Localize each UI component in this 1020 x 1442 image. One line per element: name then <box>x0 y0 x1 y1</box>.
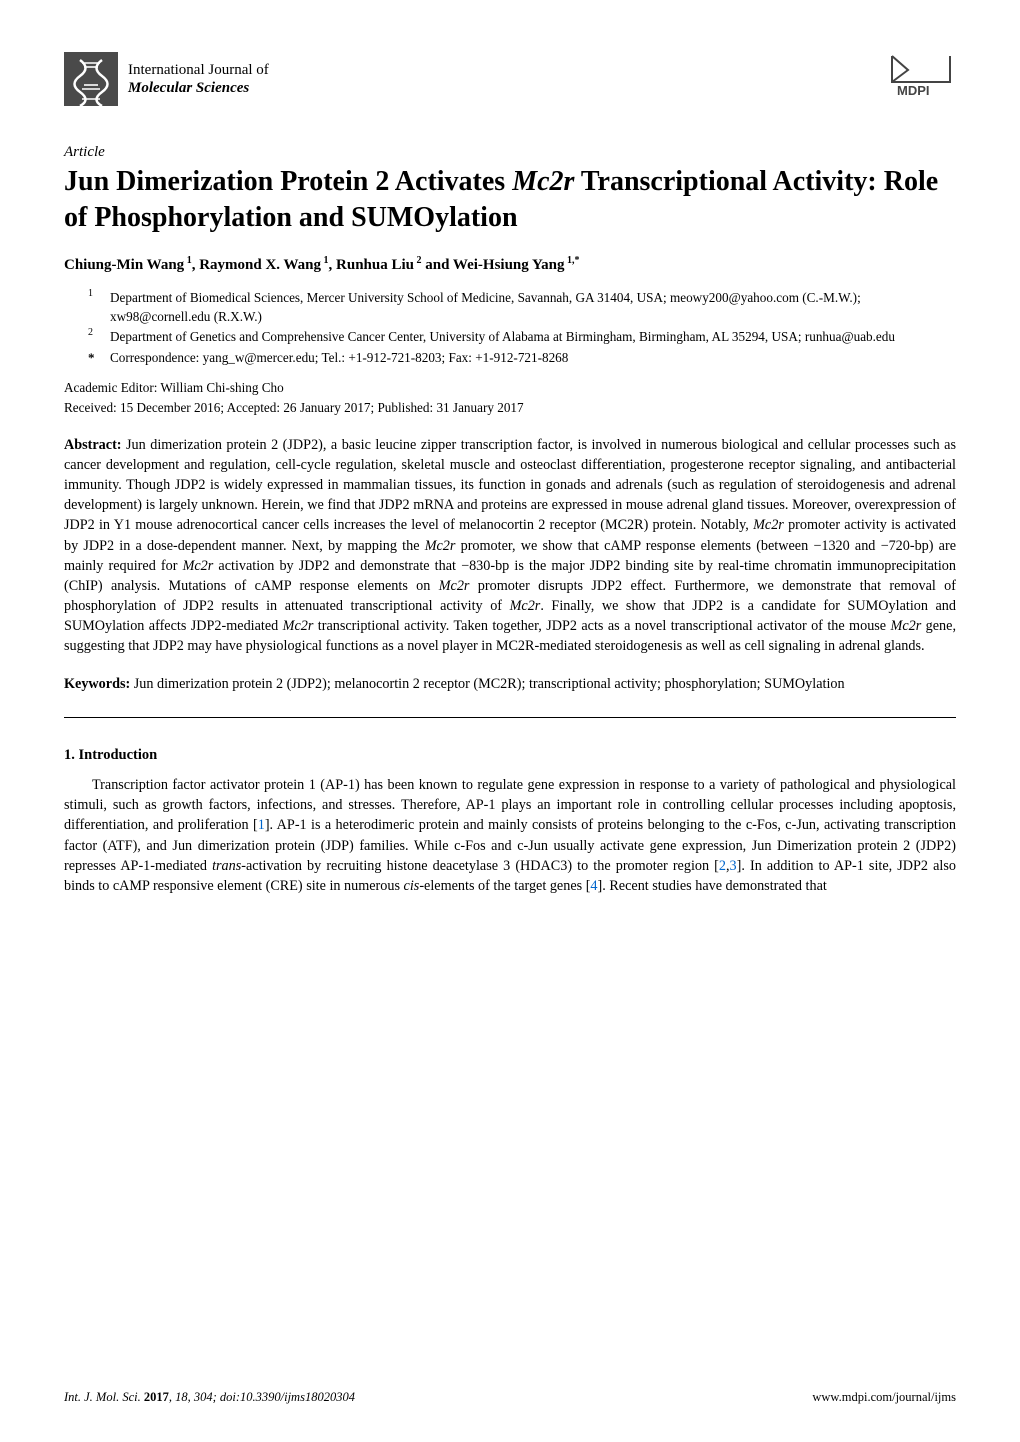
author-2-affil: 1 <box>321 255 329 266</box>
introduction-paragraph: Transcription factor activator protein 1… <box>64 775 956 896</box>
affiliations-block: 1 Department of Biomedical Sciences, Mer… <box>64 289 956 367</box>
author-3: Runhua Liu <box>336 257 414 273</box>
journal-name: International Journal of Molecular Scien… <box>128 61 269 97</box>
abstract: Abstract: Jun dimerization protein 2 (JD… <box>64 435 956 657</box>
footer-volume-doi: , 18, 304; doi:10.3390/ijms18020304 <box>169 1390 355 1404</box>
article-dates: Received: 15 December 2016; Accepted: 26… <box>64 399 956 417</box>
author-1: Chiung-Min Wang <box>64 257 184 273</box>
footer-journal-abbrev: Int. J. Mol. Sci. <box>64 1390 144 1404</box>
affiliation-2: 2 Department of Genetics and Comprehensi… <box>88 328 956 346</box>
article-title: Jun Dimerization Protein 2 Activates Mc2… <box>64 164 956 236</box>
article-type-label: Article <box>64 142 956 162</box>
mdpi-logo-icon: MDPI <box>886 52 956 98</box>
correspondence: * Correspondence: yang_w@mercer.edu; Tel… <box>88 349 956 367</box>
academic-editor: Academic Editor: William Chi-shing Cho <box>64 379 956 397</box>
journal-name-line1: International Journal of <box>128 61 269 79</box>
affil-num: 1 <box>88 287 110 324</box>
svg-text:MDPI: MDPI <box>897 83 930 98</box>
author-4: Wei-Hsiung Yang <box>453 257 565 273</box>
journal-logo-icon <box>64 52 118 106</box>
title-part-1: Jun Dimerization Protein 2 Activates <box>64 166 512 197</box>
abstract-body: Jun dimerization protein 2 (JDP2), a bas… <box>64 437 956 655</box>
affil-text: Department of Biomedical Sciences, Merce… <box>110 289 956 326</box>
journal-name-line2: Molecular Sciences <box>128 79 269 97</box>
abstract-label: Abstract: <box>64 437 122 453</box>
page-footer: Int. J. Mol. Sci. 2017, 18, 304; doi:10.… <box>64 1389 956 1406</box>
author-1-affil: 1 <box>184 255 192 266</box>
title-part-italic: Mc2r <box>512 166 574 197</box>
affil-num: 2 <box>88 326 110 344</box>
affil-text: Department of Genetics and Comprehensive… <box>110 328 956 346</box>
section-divider <box>64 717 956 718</box>
footer-citation: Int. J. Mol. Sci. 2017, 18, 304; doi:10.… <box>64 1389 355 1406</box>
footer-year: 2017 <box>144 1390 169 1404</box>
journal-logo-block: International Journal of Molecular Scien… <box>64 52 269 106</box>
keywords-text: Jun dimerization protein 2 (JDP2); melan… <box>130 676 844 692</box>
author-3-affil: 2 <box>414 255 422 266</box>
affil-text: Correspondence: yang_w@mercer.edu; Tel.:… <box>110 349 956 367</box>
affil-num: * <box>88 349 110 367</box>
keywords: Keywords: Jun dimerization protein 2 (JD… <box>64 674 956 694</box>
page-header: International Journal of Molecular Scien… <box>64 52 956 106</box>
keywords-label: Keywords: <box>64 676 130 692</box>
footer-url: www.mdpi.com/journal/ijms <box>812 1389 956 1406</box>
authors-line: Chiung-Min Wang 1, Raymond X. Wang 1, Ru… <box>64 254 956 275</box>
section-1-heading: 1. Introduction <box>64 746 956 766</box>
author-4-affil: 1,* <box>564 255 579 266</box>
affiliation-1: 1 Department of Biomedical Sciences, Mer… <box>88 289 956 326</box>
author-2: Raymond X. Wang <box>199 257 321 273</box>
